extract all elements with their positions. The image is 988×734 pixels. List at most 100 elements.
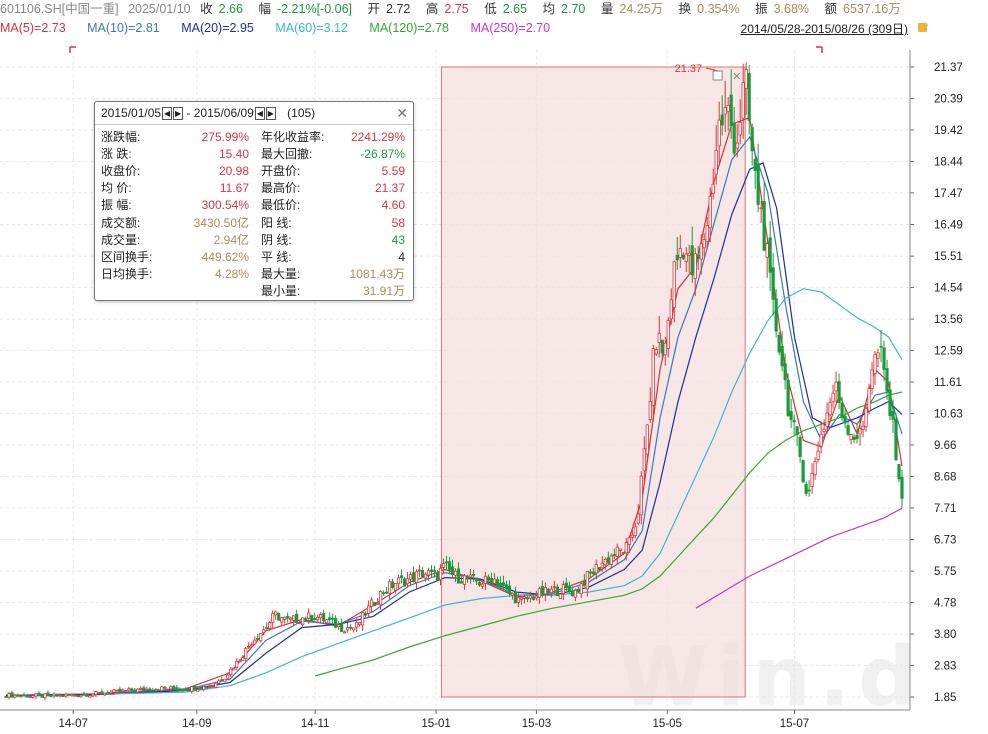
candle-body xyxy=(459,581,464,584)
ma10-label[interactable]: MA(10)=2.81 xyxy=(87,21,160,35)
candle-body xyxy=(378,591,383,606)
x-tick-label: 14-11 xyxy=(301,718,330,730)
candle-body xyxy=(402,578,407,587)
candle-body xyxy=(304,618,308,621)
close-icon[interactable]: ✕ xyxy=(396,105,408,121)
amp-value: 3.68% xyxy=(773,2,810,16)
candle-body xyxy=(747,73,751,121)
next-end-icon[interactable]: ▶ xyxy=(265,107,276,121)
candle-body xyxy=(783,363,787,381)
selection-range[interactable] xyxy=(440,66,746,698)
candle-body xyxy=(525,597,530,600)
candle-body xyxy=(349,626,353,629)
candle-body xyxy=(435,571,440,581)
vol-value: 24.25万 xyxy=(619,2,664,16)
candle-body xyxy=(160,686,164,691)
candle-body xyxy=(426,570,431,576)
stats-right-value: 58 xyxy=(391,215,405,230)
candle-body xyxy=(43,693,47,699)
candle-body xyxy=(196,689,200,692)
y-tick-label: 5.75 xyxy=(934,566,956,578)
candle-body xyxy=(64,693,68,697)
candle-body xyxy=(178,689,182,692)
candle-body xyxy=(822,428,826,433)
stats-left-value: 300.54% xyxy=(201,198,249,213)
candle-body xyxy=(346,627,350,631)
candle-body xyxy=(232,667,236,671)
close-selection-icon: ✕ xyxy=(732,70,741,83)
candle-body xyxy=(193,686,197,691)
ma5-label[interactable]: MA(5)=2.73 xyxy=(0,21,66,35)
candle-body xyxy=(163,686,167,689)
candlesticks xyxy=(4,62,904,701)
prev-end-icon[interactable]: ◀ xyxy=(254,107,265,121)
candle-body xyxy=(507,585,512,594)
candle-body xyxy=(606,557,610,564)
next-start-icon[interactable]: ▶ xyxy=(173,107,184,121)
stats-left-value: 15.40 xyxy=(218,147,249,162)
stats-left-row-4: 振 幅: 300.54% xyxy=(101,197,249,213)
candle-body xyxy=(573,589,577,598)
candle-body xyxy=(76,695,80,698)
date-range-selector[interactable]: 2014/05/28-2015/08/26 (309日) xyxy=(740,22,908,36)
candle-body xyxy=(396,577,401,585)
candle-body xyxy=(387,581,392,594)
candle-body xyxy=(837,381,841,404)
candle-body xyxy=(169,686,173,690)
candle-body xyxy=(681,254,685,259)
interval-stats-panel[interactable]: 2015/01/05 ◀ ▶ - 2015/06/09 ◀ ▶ (105) ✕ 涨跌幅:… xyxy=(94,101,414,301)
candle-body xyxy=(804,484,808,494)
candle-body xyxy=(519,597,524,600)
candle-body xyxy=(405,578,410,585)
prev-start-icon[interactable]: ◀ xyxy=(162,107,173,121)
open-label: 开 xyxy=(367,2,381,16)
stats-end-date: 2015/06/09 xyxy=(193,106,254,120)
candle-body xyxy=(816,450,820,460)
stats-right-key: 最大回撤: xyxy=(261,147,313,162)
candle-body xyxy=(61,695,65,697)
stats-left-row-2: 收盘价: 20.98 xyxy=(101,163,249,179)
ma60-label[interactable]: MA(60)=3.12 xyxy=(275,21,348,35)
stats-right-key: 阴 线: xyxy=(261,232,292,247)
candle-body xyxy=(819,433,823,447)
ma-line-ma250 xyxy=(695,507,903,609)
candle-body xyxy=(795,426,799,435)
candle-body xyxy=(334,618,338,628)
lock-icon[interactable] xyxy=(918,23,927,32)
candle-body xyxy=(651,348,655,406)
y-tick-label: 16.49 xyxy=(934,220,963,232)
ma20-label[interactable]: MA(20)=2.95 xyxy=(181,21,254,35)
ma120-label[interactable]: MA(120)=2.78 xyxy=(369,21,449,35)
candle-body xyxy=(411,572,416,582)
candle-body xyxy=(175,687,179,691)
candle-body xyxy=(675,254,679,261)
candle-body xyxy=(172,686,176,690)
candle-body xyxy=(852,436,856,440)
stats-left-key: 振 幅: xyxy=(101,198,132,213)
candle-body xyxy=(429,569,434,572)
candle-body xyxy=(88,695,92,698)
candle-body xyxy=(256,638,260,640)
candle-body xyxy=(151,689,155,692)
max-label: 21.37 xyxy=(675,63,703,75)
candle-body xyxy=(22,694,26,697)
candle-body xyxy=(825,412,829,427)
ma-line-ma120 xyxy=(314,391,903,677)
candle-body xyxy=(678,248,682,258)
stock-code[interactable]: 601106.SH[中国一重] xyxy=(0,2,119,16)
candle-body xyxy=(106,692,110,695)
candle-body xyxy=(831,392,835,403)
candle-body xyxy=(555,586,559,597)
candle-body xyxy=(600,562,604,569)
y-tick-label: 17.47 xyxy=(934,188,963,200)
candle-body xyxy=(450,566,455,575)
y-tick-label: 14.54 xyxy=(934,282,963,294)
candle-body xyxy=(286,615,290,619)
ma250-label[interactable]: MA(250)=2.70 xyxy=(470,21,551,35)
candle-body xyxy=(322,613,326,622)
candle-body xyxy=(471,573,476,576)
candle-body xyxy=(85,693,89,697)
candle-body xyxy=(390,581,395,588)
candle-body xyxy=(420,570,425,578)
